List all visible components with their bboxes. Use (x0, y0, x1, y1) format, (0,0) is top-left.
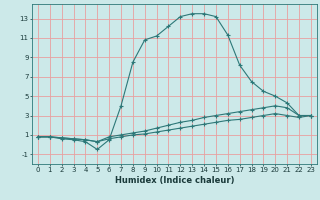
X-axis label: Humidex (Indice chaleur): Humidex (Indice chaleur) (115, 176, 234, 185)
